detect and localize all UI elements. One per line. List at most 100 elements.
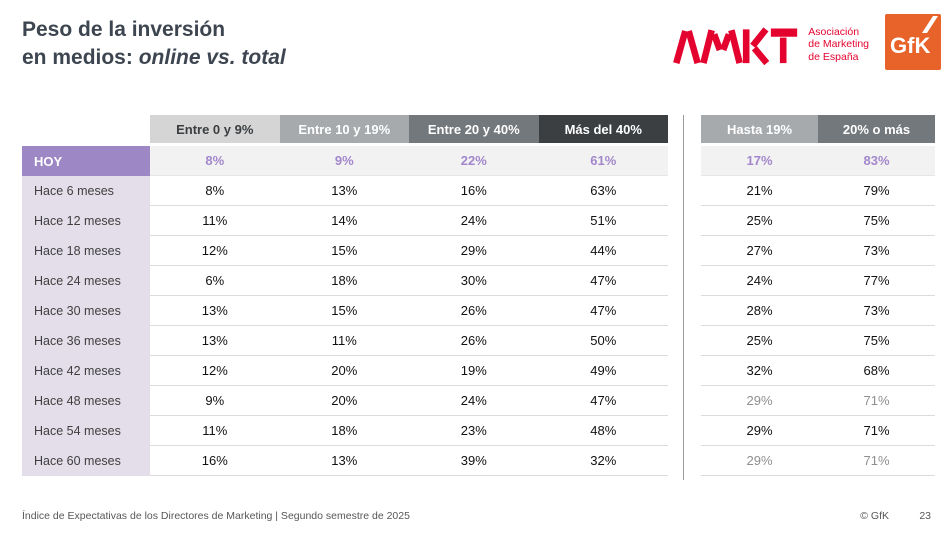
table-row: Hace 24 meses 6% 18% 30% 47% 24% 77% [22,266,936,296]
row-left-cells: 12% 20% 19% 49% [150,356,668,386]
table-cell: 26% [460,333,487,348]
row-left-cells: 13% 15% 26% 47% [150,296,668,326]
amkt-tagline-line: de España [808,50,859,63]
row-gap [668,296,701,326]
table-cell: 20% [331,393,358,408]
row-gap [668,446,701,476]
table-cell: 71% [863,393,890,408]
column-header-online-40plus: Más del 40% [538,115,668,143]
table-row: Hace 54 meses 11% 18% 23% 48% 29% 71% [22,416,936,446]
row-right-cells: 24% 77% [701,266,935,296]
row-gap [668,416,701,446]
table-cell: 13% [331,453,358,468]
row-label: Hace 24 meses [22,266,150,296]
table-cell: 71% [863,423,890,438]
table-cell: 27% [746,243,773,258]
table-cell: 29% [746,423,773,438]
table-cell: 22% [460,153,487,168]
table-cell: 28% [746,303,773,318]
table-cell: 32% [590,453,617,468]
table-cell: 73% [863,303,890,318]
amkt-logo-icon [673,26,798,65]
gfk-logo: GfK [885,14,941,75]
row-left-cells: 12% 15% 29% 44% [150,236,668,266]
table-cell: 9% [205,393,225,408]
row-left-cells: 8% 9% 22% 61% [150,146,668,176]
table-cell: 13% [331,183,358,198]
row-right-cells: 29% 71% [701,446,935,476]
row-right-cells: 29% 71% [701,416,935,446]
row-left-cells: 8% 13% 16% 63% [150,176,668,206]
table-row: Hace 60 meses 16% 13% 39% 32% 29% 71% [22,446,936,476]
row-gap [668,326,701,356]
row-label: Hace 60 meses [22,446,150,476]
table-cell: 61% [590,153,617,168]
table-cell: 47% [590,273,617,288]
title-line-2-prefix: en medios: [22,45,139,69]
header-gap [668,115,701,143]
row-right-cells: 25% 75% [701,326,935,356]
table-cell: 12% [201,243,228,258]
table-cell: 24% [460,393,487,408]
table-cell: 50% [590,333,617,348]
table-row: Hace 30 meses 13% 15% 26% 47% 28% 73% [22,296,936,326]
table-cell: 15% [331,243,358,258]
row-right-cells: 32% 68% [701,356,935,386]
row-right-cells: 17% 83% [701,146,935,176]
footer-source: Índice de Expectativas de los Directores… [22,510,410,522]
gfk-logo-icon: GfK [885,14,941,70]
row-label: Hace 48 meses [22,386,150,416]
table-row: Hace 36 meses 13% 11% 26% 50% 25% 75% [22,326,936,356]
table-cell: 11% [331,333,357,348]
table-cell: 83% [863,153,890,168]
table-cell: 44% [590,243,617,258]
table-cell: 25% [746,333,773,348]
table-section-divider [683,115,684,480]
data-table: Entre 0 y 9% Entre 10 y 19% Entre 20 y 4… [22,115,936,480]
table-cell: 13% [201,333,228,348]
row-gap [668,266,701,296]
table-cell: 21% [746,183,773,198]
table-cell: 63% [590,183,617,198]
table-cell: 39% [460,453,487,468]
table-cell: 20% [331,363,358,378]
table-cell: 17% [746,153,773,168]
row-label: Hace 42 meses [22,356,150,386]
footer-copyright: © GfK [860,510,889,522]
column-header-upto-19: Hasta 19% [701,115,818,143]
table-cell: 18% [331,273,358,288]
column-header-online-0-9: Entre 0 y 9% [150,115,280,143]
amkt-tagline-line: de Marketing [808,38,869,51]
row-label: Hace 36 meses [22,326,150,356]
column-header-online-20-40: Entre 20 y 40% [409,115,539,143]
table-cell: 11% [202,423,228,438]
amkt-tagline-line: Asociación [808,25,860,38]
table-cell: 30% [460,273,487,288]
row-label: Hace 54 meses [22,416,150,446]
table-header-row: Entre 0 y 9% Entre 10 y 19% Entre 20 y 4… [22,115,936,143]
table-cell: 29% [460,243,487,258]
title-line-1: Peso de la inversión [22,18,226,41]
table-row: Hace 48 meses 9% 20% 24% 47% 29% 71% [22,386,936,416]
table-rows: HOY 8% 9% 22% 61% 17% 83% Hace 6 meses 8% 13% 16% 6… [22,146,936,476]
table-cell: 29% [746,453,773,468]
row-label: Hace 30 meses [22,296,150,326]
row-gap [668,146,701,176]
table-cell: 19% [460,363,487,378]
table-cell: 29% [746,393,773,408]
amkt-tagline: Asociación de Marketing de España [808,26,869,63]
table-row: Hace 6 meses 8% 13% 16% 63% 21% 79% [22,176,936,206]
page-number: 23 [919,510,931,522]
row-left-cells: 6% 18% 30% 47% [150,266,668,296]
row-label: Hace 18 meses [22,236,150,266]
column-header-20-or-more: 20% o más [818,115,935,143]
table-row: HOY 8% 9% 22% 61% 17% 83% [22,146,936,176]
table-cell: 49% [590,363,617,378]
row-right-cells: 27% 73% [701,236,935,266]
table-row: Hace 42 meses 12% 20% 19% 49% 32% 68% [22,356,936,386]
table-cell: 24% [746,273,773,288]
title-line-2-emphasis: online vs. total [138,45,286,69]
row-right-cells: 25% 75% [701,206,935,236]
row-label: Hace 6 meses [22,176,150,206]
table-cell: 16% [460,183,487,198]
